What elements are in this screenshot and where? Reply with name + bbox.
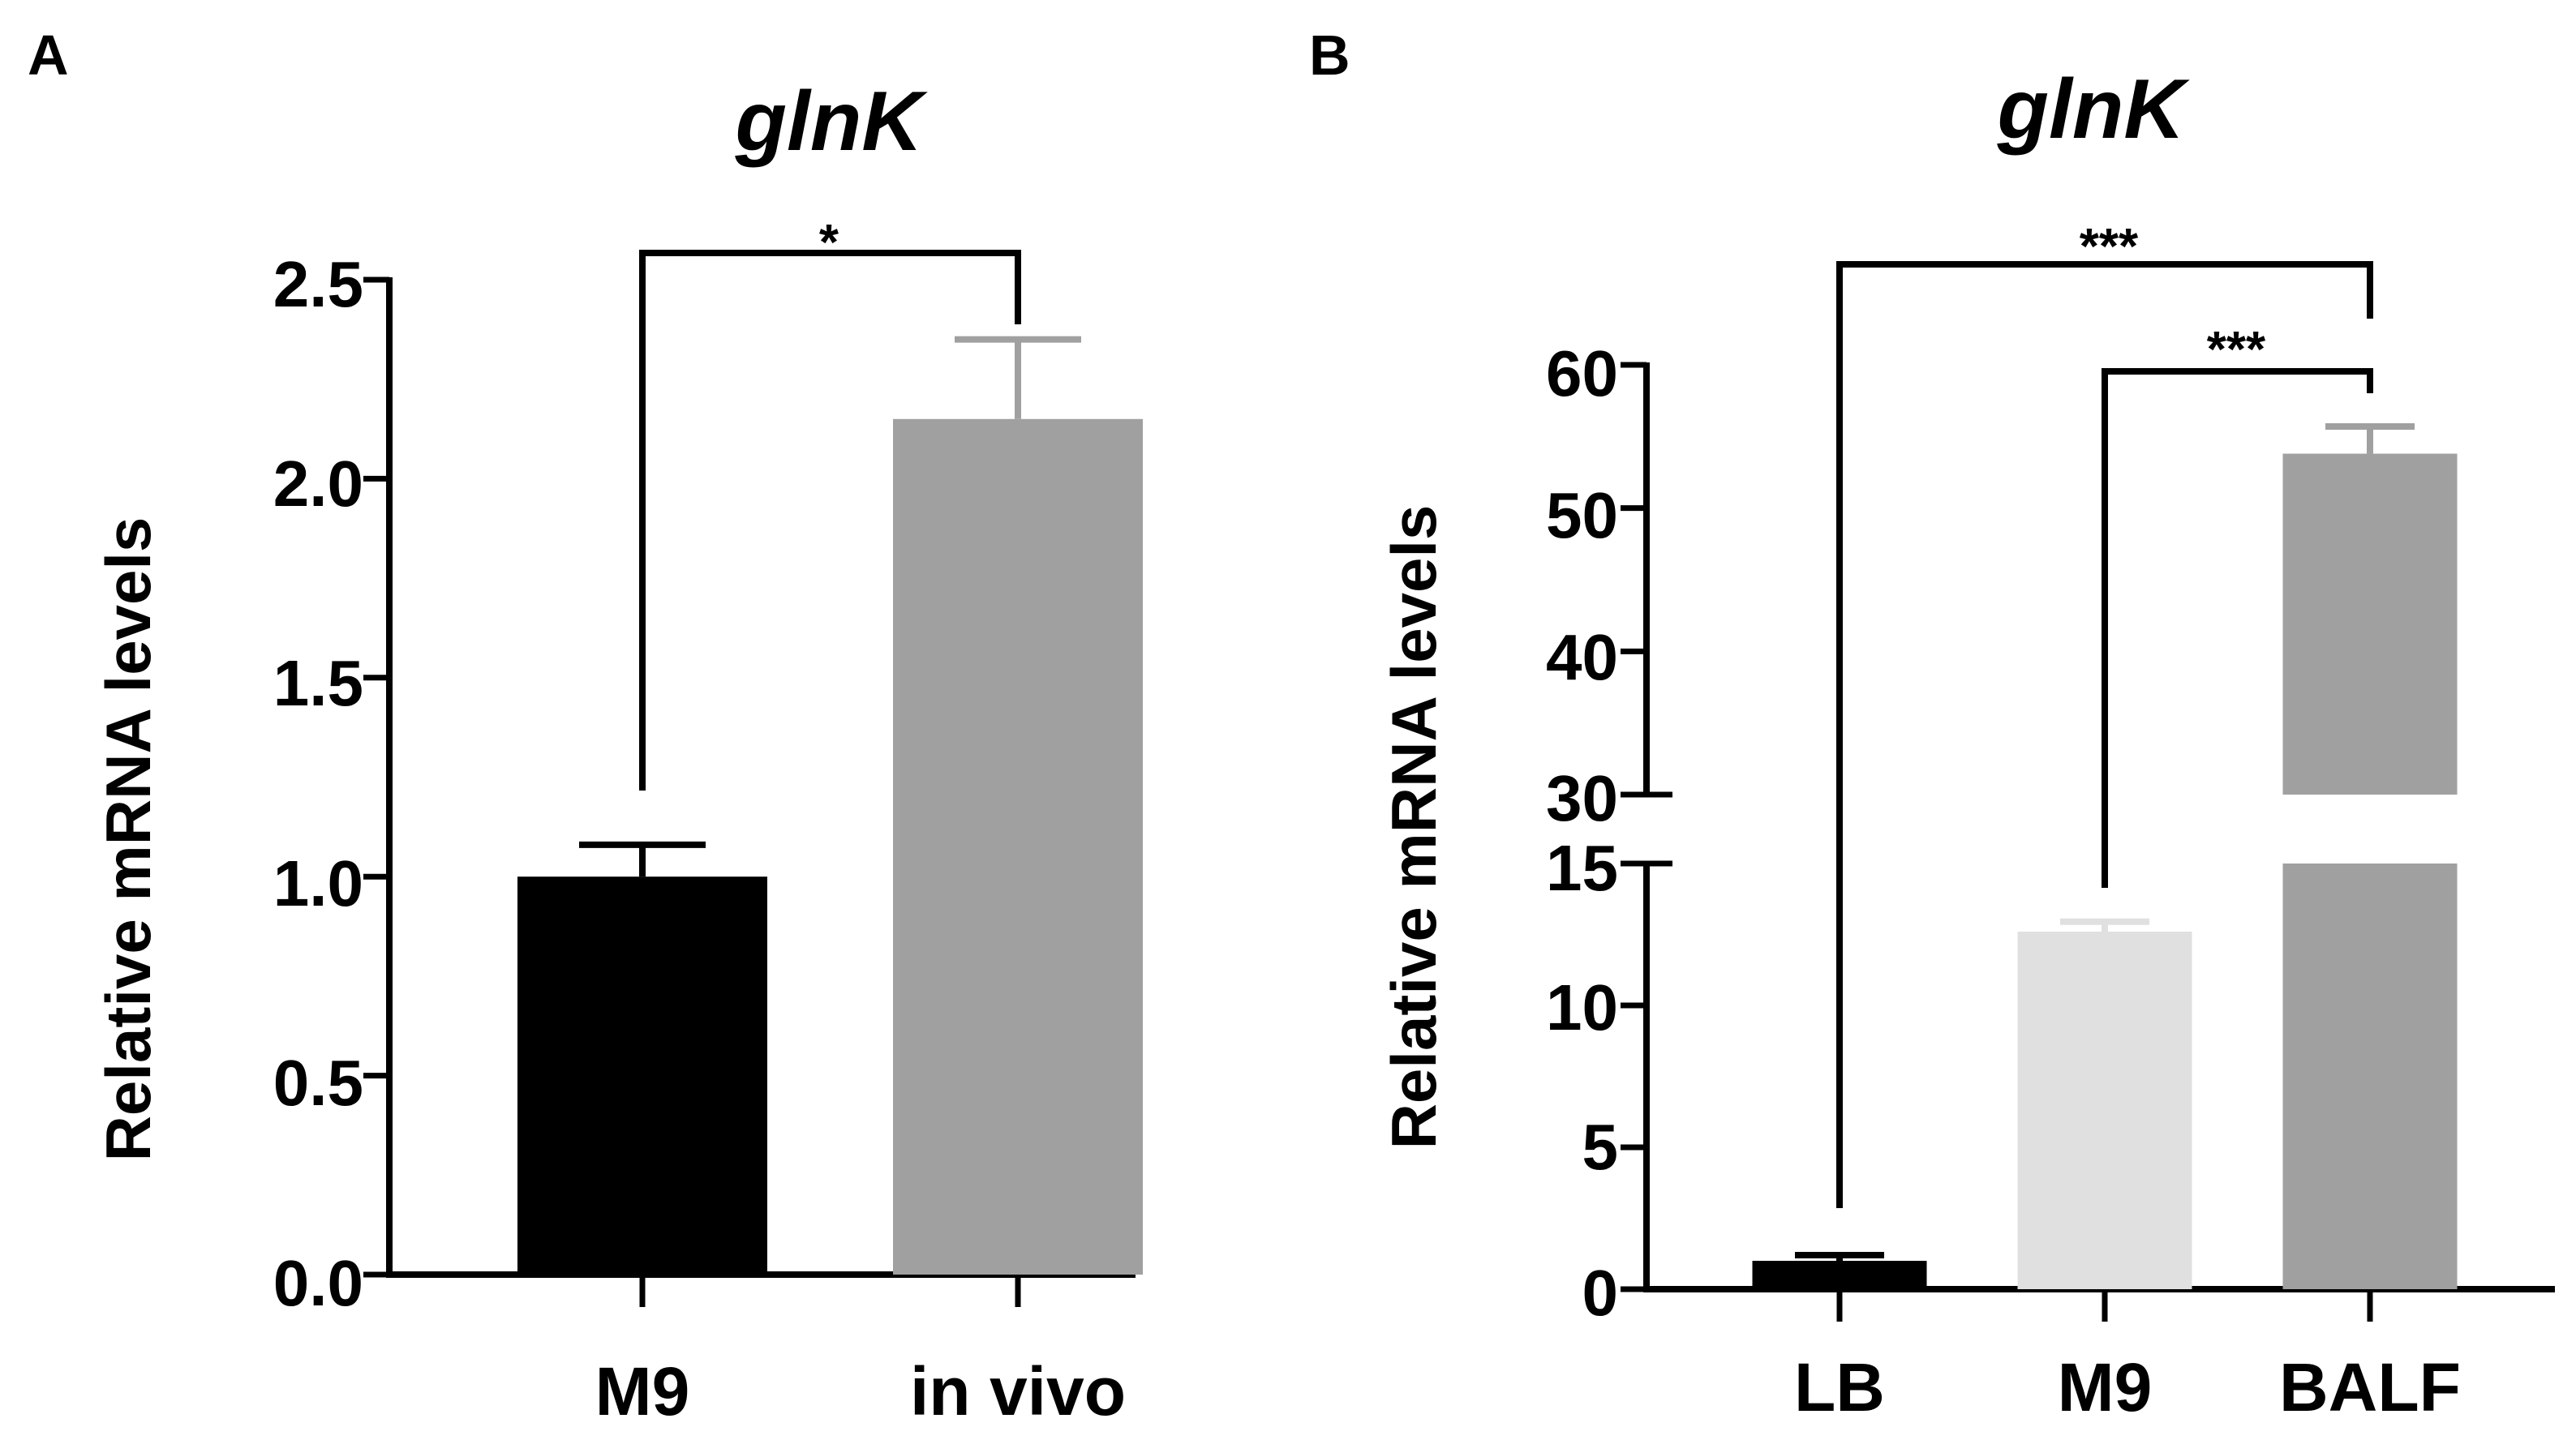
panel-b-plot bbox=[1621, 261, 2555, 1322]
panel-b: B glnK Relative mRNA levels 0 5 10 15 30… bbox=[1309, 24, 2555, 1425]
panel-b-y-axis-title: Relative mRNA levels bbox=[1378, 505, 1449, 1150]
panel-a-y-tick-3: 1.5 bbox=[273, 647, 363, 719]
panel-b-title: glnK bbox=[1996, 62, 2190, 156]
panel-a-y-ticks: 0.0 0.5 1.0 1.5 2.0 2.5 bbox=[273, 248, 363, 1319]
panel-b-x-label-balf: BALF bbox=[2279, 1349, 2461, 1425]
panel-b-y-ticks: 0 5 10 15 30 40 50 60 bbox=[1546, 337, 1618, 1329]
panel-b-bar-m9 bbox=[2017, 932, 2192, 1289]
panel-a-bar-m9 bbox=[517, 876, 767, 1275]
panel-a-y-tick-2: 1.0 bbox=[273, 847, 363, 919]
panel-a-y-tick-4: 2.0 bbox=[273, 448, 363, 520]
panel-a-letter: A bbox=[28, 24, 69, 87]
panel-b-significance-label-lb-balf: *** bbox=[2080, 219, 2139, 275]
panel-b-bar-lb bbox=[1752, 1261, 1927, 1289]
panel-a-y-tick-5: 2.5 bbox=[273, 248, 363, 320]
panel-b-y-tick-30: 30 bbox=[1546, 762, 1618, 834]
panel-a-significance-bracket bbox=[639, 250, 1021, 791]
panel-b-significance-bracket-lb-balf bbox=[1836, 261, 2373, 1208]
panel-b-y-tick-60: 60 bbox=[1546, 337, 1618, 409]
panel-b-y-tick-5: 5 bbox=[1582, 1111, 1619, 1183]
panel-a-y-tick-0: 0.0 bbox=[273, 1247, 363, 1319]
panel-a-y-tick-1: 0.5 bbox=[273, 1047, 363, 1119]
panel-a-x-label-m9: M9 bbox=[595, 1353, 690, 1429]
panel-b-x-label-m9: M9 bbox=[2058, 1349, 2153, 1425]
panel-b-x-labels: LB M9 BALF bbox=[1794, 1349, 2461, 1425]
panel-a-significance-label: * bbox=[819, 215, 839, 271]
panel-b-significance-bracket-m9-balf bbox=[2102, 368, 2373, 888]
panel-b-bar-balf-upper bbox=[2282, 453, 2458, 795]
panel-a-x-labels: M9 in vivo bbox=[595, 1353, 1126, 1429]
panel-b-y-tick-15: 15 bbox=[1546, 832, 1618, 904]
panel-b-y-tick-40: 40 bbox=[1546, 621, 1618, 693]
panel-b-significance-label-m9-balf: *** bbox=[2207, 322, 2266, 378]
panel-a-x-label-in-vivo: in vivo bbox=[910, 1353, 1126, 1429]
panel-a-bar-in-vivo bbox=[893, 418, 1143, 1275]
panel-b-y-tick-10: 10 bbox=[1546, 971, 1618, 1044]
panel-a: A glnK Relative mRNA levels 0.0 0.5 1.0 … bbox=[28, 24, 1143, 1429]
panel-a-title: glnK bbox=[734, 75, 928, 169]
panel-b-x-label-lb: LB bbox=[1794, 1349, 1885, 1425]
panel-a-y-axis-title: Relative mRNA levels bbox=[92, 517, 164, 1162]
panel-b-letter: B bbox=[1309, 24, 1350, 87]
panel-a-plot bbox=[363, 250, 1143, 1307]
panel-b-y-tick-0: 0 bbox=[1582, 1257, 1619, 1329]
panel-b-bar-balf-lower bbox=[2282, 864, 2458, 1289]
panel-b-y-tick-50: 50 bbox=[1546, 479, 1618, 551]
